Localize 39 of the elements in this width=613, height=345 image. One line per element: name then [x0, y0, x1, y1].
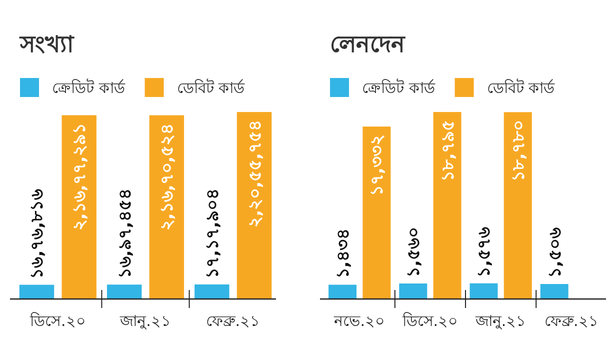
bar	[328, 284, 357, 299]
data-label: ২,২০,৫৫,৭৫৪	[245, 120, 266, 228]
bar	[149, 115, 184, 299]
legend-label: ক্রেডিট কার্ড	[362, 79, 436, 97]
data-label: ১৭,১৭,৯০৪	[202, 188, 223, 278]
bar	[194, 284, 230, 299]
data-label: ২,১৬,৭০,৫২৪	[158, 123, 178, 231]
x-tick-label: ফেব্রু.২১	[206, 312, 260, 330]
bar	[470, 283, 498, 299]
bar	[504, 112, 532, 299]
bar	[399, 283, 428, 299]
legend-label: ক্রেডিট কার্ড	[52, 79, 126, 97]
bar	[106, 284, 142, 299]
data-label: ১৬,৯৭,৪৫৪	[115, 188, 136, 279]
bar	[19, 284, 54, 299]
data-label: ১,৪৩৪	[334, 228, 354, 279]
data-label: ১৭,৩৩২	[368, 134, 388, 196]
x-tick-label: ডিসে.২০	[29, 312, 86, 330]
data-label: ১,৫৬০	[404, 227, 424, 278]
bar	[62, 115, 96, 299]
data-label: ১৮,৭৮০	[508, 120, 529, 182]
bar	[362, 126, 391, 299]
chart-title: লেনদেন	[330, 32, 406, 58]
data-label: ২,১৬,৭৭,২৯১	[70, 123, 90, 231]
bar	[540, 284, 568, 299]
data-label: ১,৫৭৬	[474, 226, 495, 278]
x-tick-label: জানু.২১	[474, 312, 526, 330]
chart-title: সংখ্যা	[19, 32, 75, 58]
x-tick-label: নভে.২০	[333, 312, 385, 330]
data-label: ১৬,৭৬,৮১৬	[28, 188, 48, 279]
bar	[236, 112, 272, 299]
legend-label: ডেবিট কার্ড	[486, 79, 556, 97]
x-tick-label: ডিসে.২০	[401, 312, 458, 330]
data-label: ১৮,৭৯৫	[438, 120, 458, 182]
bar	[433, 112, 462, 299]
legend-label: ডেবিট কার্ড	[176, 79, 246, 97]
x-tick-label: ফেব্রু.২১	[544, 312, 598, 330]
data-label: ১,৫০৬	[545, 228, 566, 278]
x-tick-label: জানু.২১	[119, 312, 171, 330]
